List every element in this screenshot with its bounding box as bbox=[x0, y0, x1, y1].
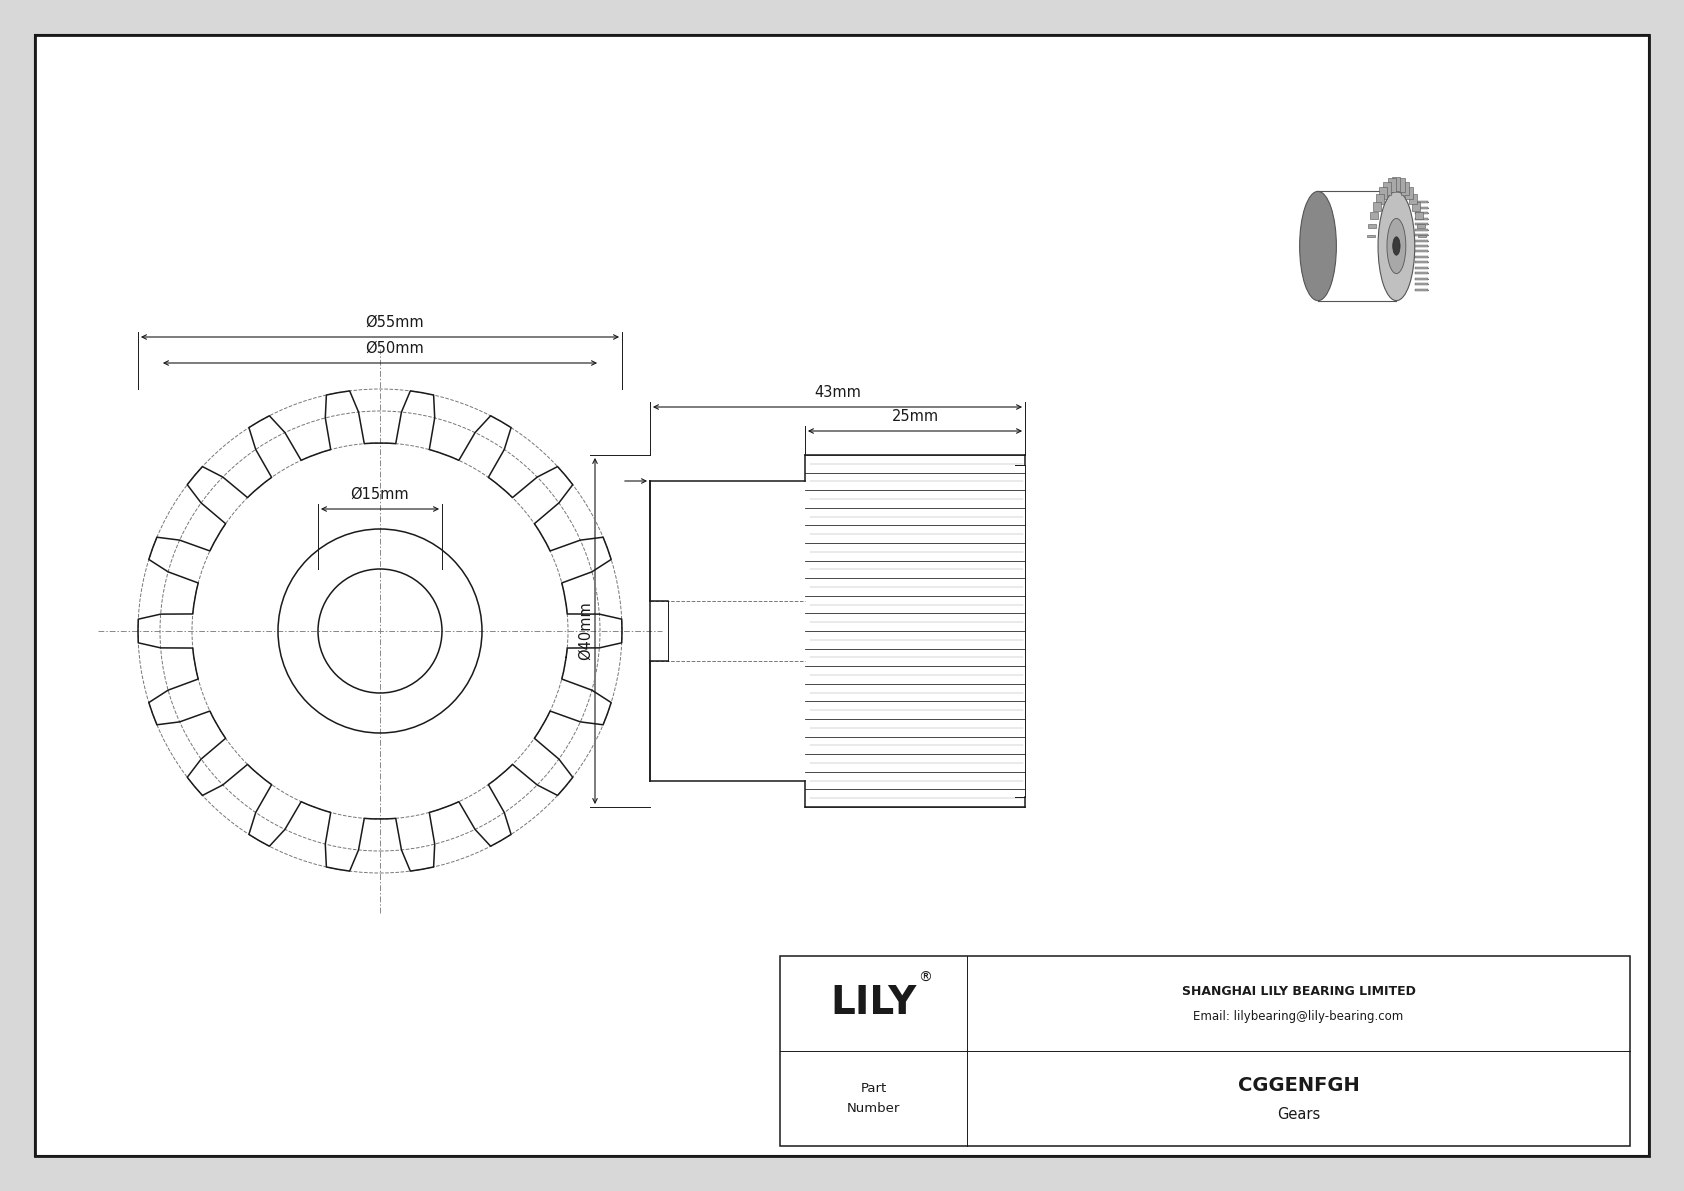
Ellipse shape bbox=[1393, 237, 1399, 255]
Ellipse shape bbox=[1300, 192, 1337, 300]
Text: ®: ® bbox=[918, 971, 933, 985]
FancyBboxPatch shape bbox=[1415, 278, 1428, 280]
Text: LILY: LILY bbox=[830, 985, 916, 1023]
FancyBboxPatch shape bbox=[1415, 256, 1428, 258]
FancyBboxPatch shape bbox=[1379, 187, 1388, 199]
FancyBboxPatch shape bbox=[1415, 229, 1428, 231]
FancyBboxPatch shape bbox=[1415, 273, 1428, 274]
FancyBboxPatch shape bbox=[1367, 236, 1376, 237]
FancyBboxPatch shape bbox=[1384, 181, 1391, 195]
Text: Ø55mm: Ø55mm bbox=[365, 314, 424, 330]
Text: SHANGHAI LILY BEARING LIMITED: SHANGHAI LILY BEARING LIMITED bbox=[1182, 985, 1416, 998]
FancyBboxPatch shape bbox=[1367, 224, 1376, 229]
FancyBboxPatch shape bbox=[1415, 212, 1423, 219]
FancyBboxPatch shape bbox=[1415, 212, 1428, 214]
FancyBboxPatch shape bbox=[1388, 179, 1396, 192]
FancyBboxPatch shape bbox=[1415, 201, 1428, 204]
FancyBboxPatch shape bbox=[1415, 288, 1428, 291]
FancyBboxPatch shape bbox=[1410, 194, 1418, 205]
Text: Gears: Gears bbox=[1276, 1106, 1320, 1122]
FancyBboxPatch shape bbox=[1413, 202, 1420, 211]
FancyBboxPatch shape bbox=[1416, 224, 1425, 229]
FancyBboxPatch shape bbox=[1415, 218, 1428, 219]
FancyBboxPatch shape bbox=[1415, 207, 1428, 208]
Text: Part
Number: Part Number bbox=[847, 1083, 901, 1115]
Ellipse shape bbox=[1378, 192, 1415, 300]
FancyBboxPatch shape bbox=[1415, 261, 1428, 263]
FancyBboxPatch shape bbox=[1406, 187, 1413, 199]
Text: CGGENFGH: CGGENFGH bbox=[1238, 1075, 1359, 1095]
FancyBboxPatch shape bbox=[1415, 245, 1428, 247]
FancyBboxPatch shape bbox=[1415, 250, 1428, 252]
FancyBboxPatch shape bbox=[1415, 267, 1428, 269]
Ellipse shape bbox=[1388, 218, 1406, 274]
FancyBboxPatch shape bbox=[1415, 235, 1428, 236]
Text: Email: lilybearing@lily-bearing.com: Email: lilybearing@lily-bearing.com bbox=[1194, 1010, 1404, 1023]
FancyBboxPatch shape bbox=[1418, 236, 1426, 237]
FancyBboxPatch shape bbox=[1371, 212, 1378, 219]
Text: 25mm: 25mm bbox=[891, 409, 938, 424]
FancyBboxPatch shape bbox=[1401, 181, 1410, 195]
Bar bbox=[780, 956, 1630, 1146]
Text: Ø50mm: Ø50mm bbox=[365, 341, 424, 356]
Text: Ø15mm: Ø15mm bbox=[350, 487, 409, 501]
FancyBboxPatch shape bbox=[1372, 202, 1381, 211]
FancyBboxPatch shape bbox=[1393, 177, 1401, 192]
FancyBboxPatch shape bbox=[1415, 223, 1428, 225]
FancyBboxPatch shape bbox=[1415, 239, 1428, 242]
Text: 43mm: 43mm bbox=[813, 385, 861, 400]
FancyBboxPatch shape bbox=[1376, 194, 1384, 205]
FancyBboxPatch shape bbox=[1398, 179, 1404, 192]
FancyBboxPatch shape bbox=[1415, 283, 1428, 285]
Text: Ø40mm: Ø40mm bbox=[578, 601, 593, 660]
